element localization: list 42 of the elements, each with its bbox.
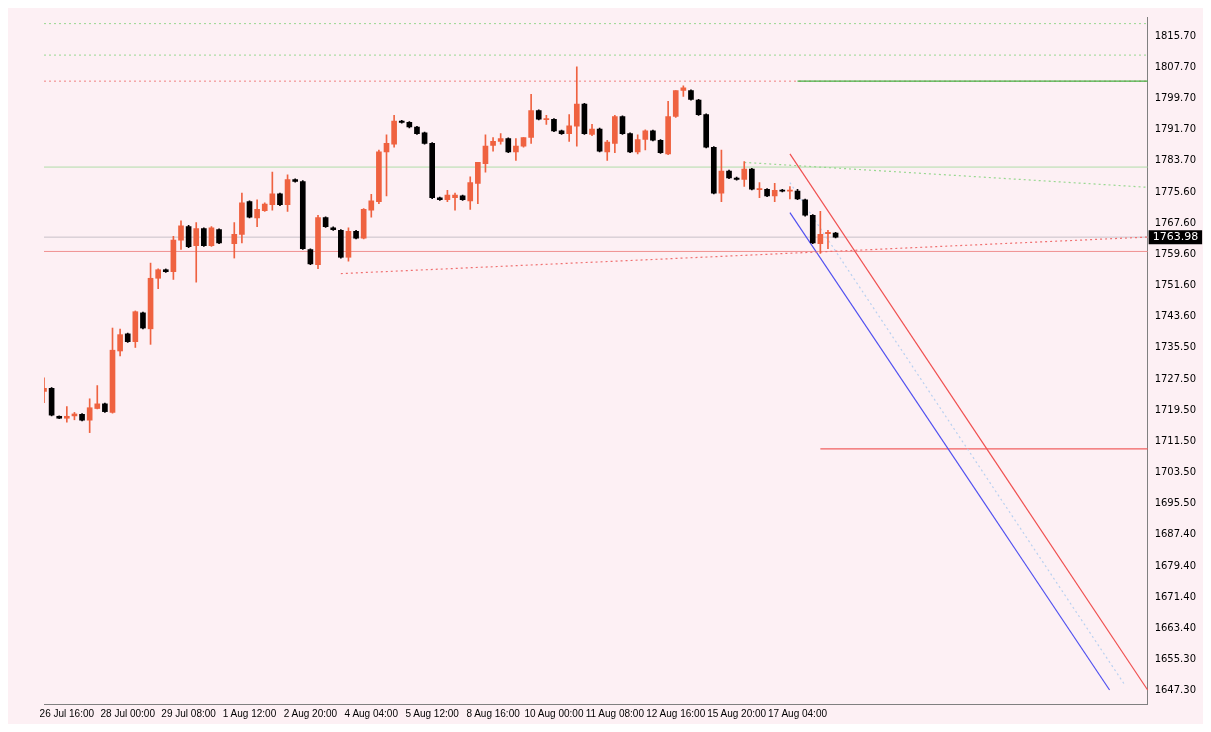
x-tick-label: 1 Aug 12:00 bbox=[222, 707, 277, 719]
x-tick-label: 2 Aug 20:00 bbox=[283, 707, 338, 719]
x-tick-label: 15 Aug 20:00 bbox=[707, 707, 767, 719]
y-tick-label: 1671.40 bbox=[1154, 590, 1197, 602]
x-tick-label: 4 Aug 04:00 bbox=[344, 707, 399, 719]
y-tick-label: 1687.40 bbox=[1154, 528, 1197, 540]
y-tick-label: 1695.50 bbox=[1154, 496, 1197, 508]
x-tick-label: 8 Aug 16:00 bbox=[466, 707, 521, 719]
y-tick-label: 1807.70 bbox=[1154, 60, 1197, 72]
ref-line-label: 1763.98 bbox=[1152, 229, 1199, 243]
candlestick bbox=[94, 385, 101, 410]
y-tick-label: 1703.50 bbox=[1154, 465, 1197, 477]
x-tick-label: 29 Jul 08:00 bbox=[161, 707, 217, 719]
y-tick-label: 1719.50 bbox=[1154, 403, 1197, 415]
y-tick-label: 1663.40 bbox=[1154, 621, 1197, 633]
y-tick-label: 1815.70 bbox=[1154, 29, 1197, 41]
candlestick bbox=[64, 406, 70, 423]
y-tick-label: 1743.60 bbox=[1154, 309, 1197, 321]
x-tick-label: 17 Aug 04:00 bbox=[768, 707, 828, 719]
x-tick-label: 26 Jul 16:00 bbox=[39, 707, 95, 719]
candlestick bbox=[513, 138, 519, 161]
y-tick-label: 1759.60 bbox=[1154, 247, 1197, 259]
candlestick bbox=[452, 192, 458, 211]
y-tick-label: 1647.30 bbox=[1154, 684, 1197, 696]
y-tick-label: 1783.70 bbox=[1154, 154, 1197, 166]
y-tick-label: 1791.70 bbox=[1154, 122, 1197, 134]
y-tick-label: 1679.40 bbox=[1154, 559, 1197, 571]
y-tick-label: 1775.60 bbox=[1154, 185, 1197, 197]
y-tick-label: 1799.70 bbox=[1154, 91, 1197, 103]
y-tick-label: 1751.60 bbox=[1154, 278, 1197, 290]
x-tick-label: 11 Aug 08:00 bbox=[585, 707, 645, 719]
y-tick-label: 1711.50 bbox=[1154, 434, 1197, 446]
candlestick bbox=[787, 186, 793, 200]
y-tick-label: 1727.50 bbox=[1154, 372, 1197, 384]
x-tick-label: 5 Aug 12:00 bbox=[405, 707, 460, 719]
x-tick-label: 28 Jul 00:00 bbox=[100, 707, 156, 719]
y-tick-label: 1767.60 bbox=[1154, 216, 1197, 228]
y-tick-label: 1655.30 bbox=[1154, 653, 1197, 665]
candlestick bbox=[825, 230, 831, 250]
x-tick-label: 10 Aug 00:00 bbox=[524, 707, 584, 719]
x-tick-label: 12 Aug 16:00 bbox=[646, 707, 706, 719]
y-tick-label: 1735.50 bbox=[1154, 341, 1197, 353]
